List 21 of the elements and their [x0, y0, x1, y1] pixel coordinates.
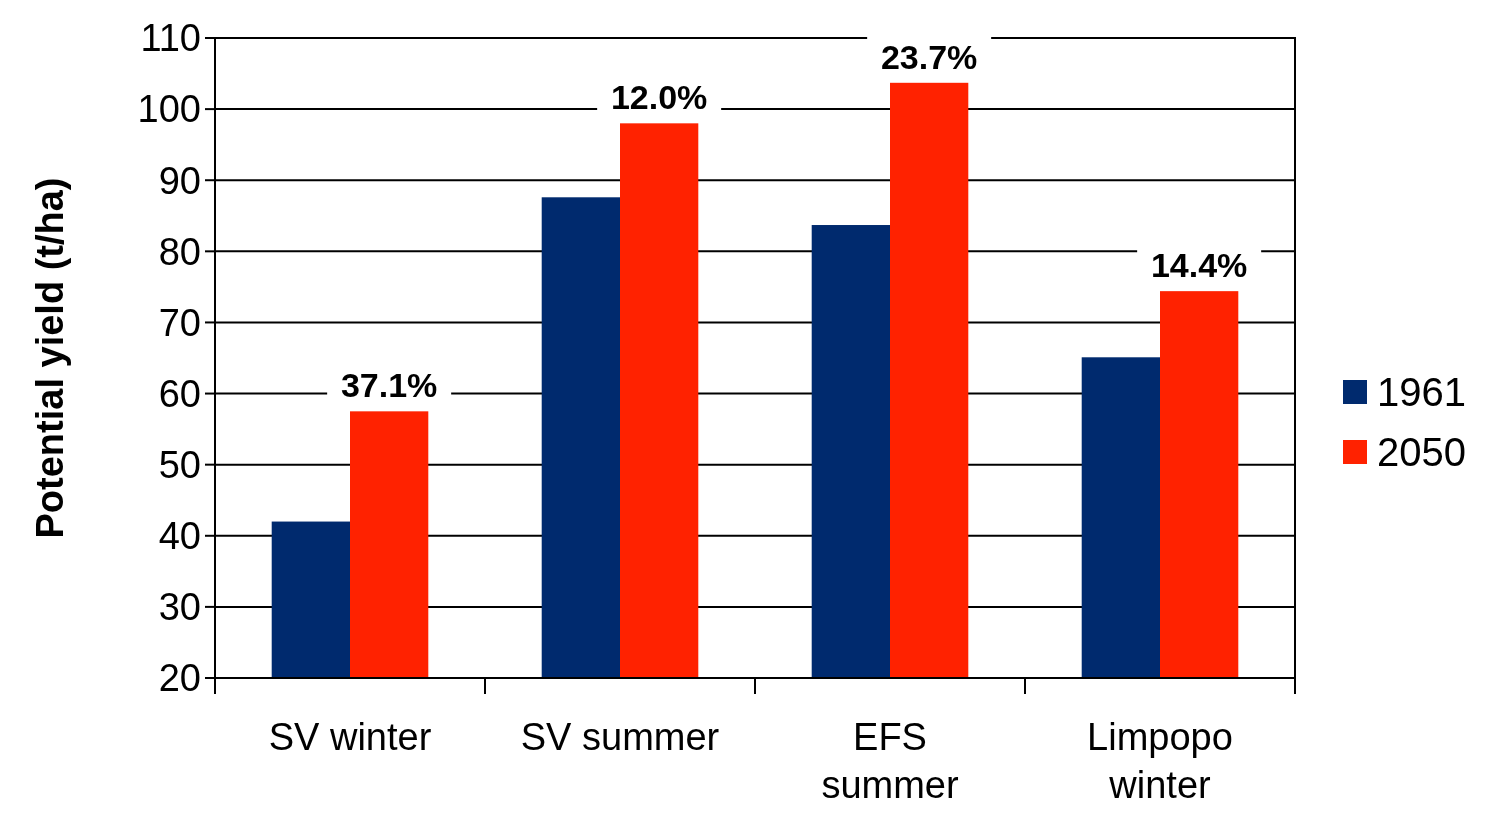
y-tick-label: 50 [158, 443, 201, 486]
y-tick-label: 110 [140, 17, 201, 60]
legend-label: 2050 [1377, 430, 1466, 474]
y-tick-label: 100 [137, 88, 201, 131]
x-tick-label: EFS summer [821, 716, 959, 806]
y-tick-label: 40 [158, 515, 201, 558]
x-tick-label: Limpopo winter [1087, 716, 1233, 806]
y-tick-label: 30 [158, 586, 201, 629]
legend-label: 1961 [1377, 370, 1466, 414]
x-tick-label: SV winter [268, 716, 432, 758]
x-tick-label: SV summer [520, 716, 720, 758]
y-tick-label: 90 [158, 159, 201, 202]
annotation: 14.4% [1150, 246, 1248, 285]
annotation: 37.1% [340, 366, 438, 405]
y-tick-label: 20 [158, 657, 201, 700]
y-tick-label: 80 [158, 230, 201, 273]
y-tick-label: 70 [158, 301, 201, 344]
annotation: 23.7% [880, 37, 978, 76]
y-tick-label: 60 [158, 372, 201, 415]
annotation: 12.0% [610, 78, 708, 117]
y-axis-title: Potential yield (t/ha) [29, 177, 71, 539]
